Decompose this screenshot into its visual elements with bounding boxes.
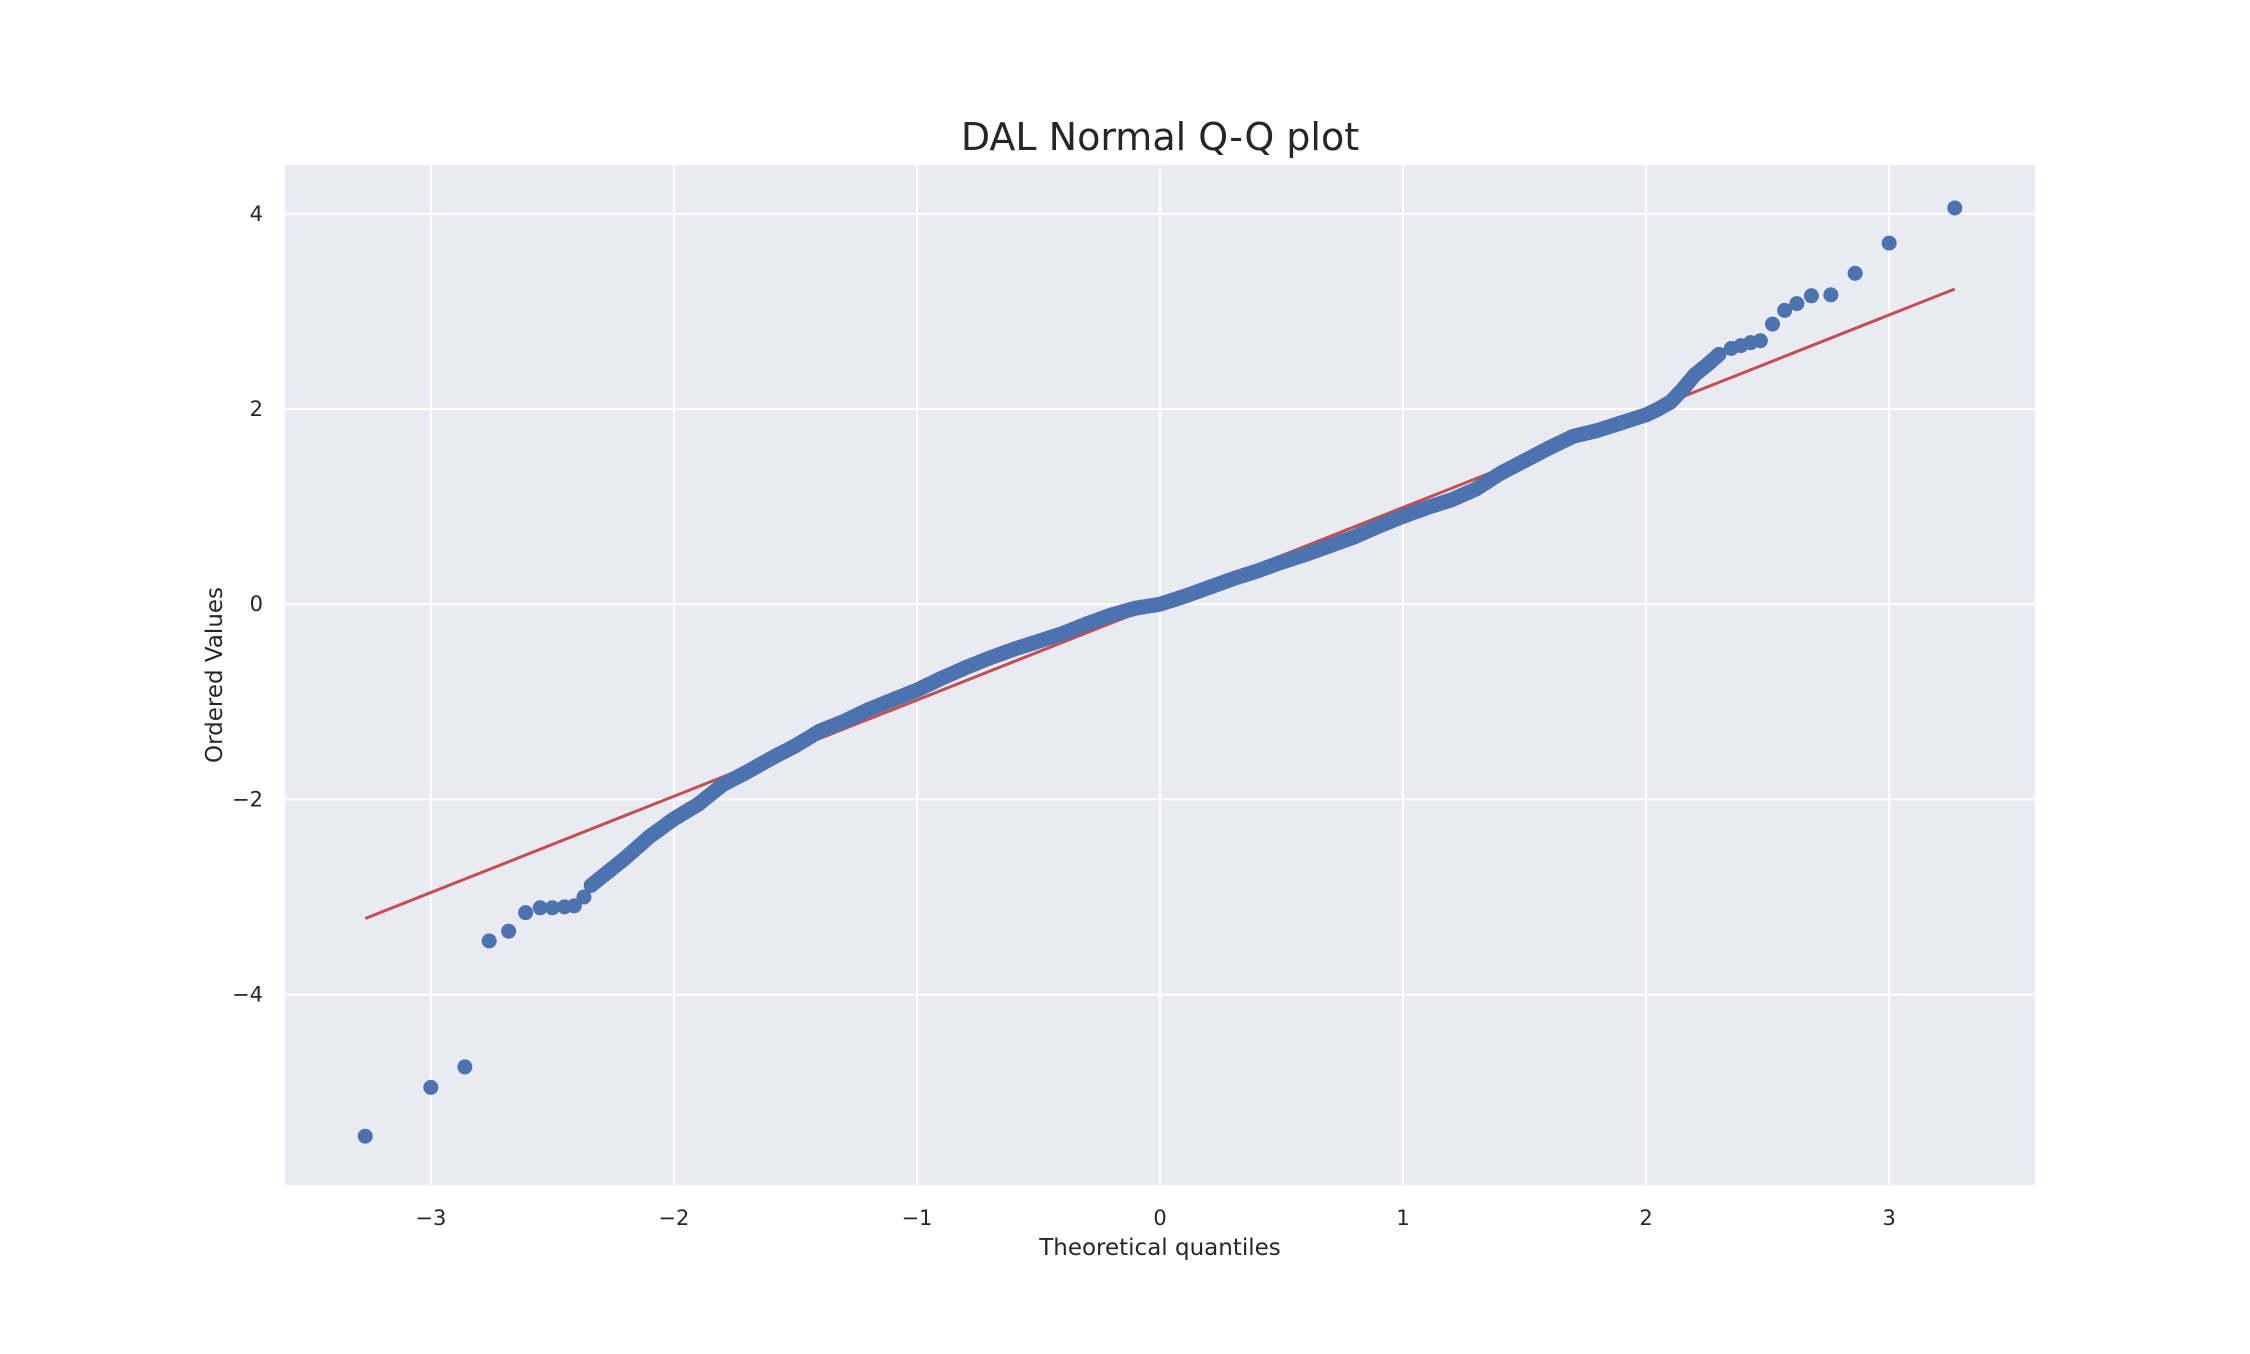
data-point [544, 900, 560, 916]
x-axis-label: Theoretical quantiles [1038, 1235, 1281, 1261]
y-tick-label: 0 [250, 592, 263, 616]
y-axis-label: Ordered Values [202, 587, 228, 763]
data-point [1765, 316, 1780, 332]
data-point [518, 905, 534, 921]
y-tick-label: 2 [250, 397, 263, 421]
data-point [457, 1059, 473, 1075]
data-point [1752, 333, 1768, 349]
data-point [1823, 287, 1839, 303]
x-tick-label: −3 [415, 1206, 446, 1230]
data-point [576, 889, 592, 905]
data-point [1881, 235, 1897, 251]
x-tick-labels: −3 −2 −1 0 1 2 3 [415, 1206, 1896, 1230]
data-point [481, 933, 497, 949]
data-point [1711, 346, 1727, 362]
data-point [1947, 200, 1963, 216]
data-point [423, 1079, 439, 1095]
data-point [1803, 288, 1819, 304]
points-group [357, 200, 1963, 1144]
data-point [532, 900, 548, 916]
y-tick-label: −2 [232, 787, 263, 811]
x-tick-label: 1 [1396, 1206, 1409, 1230]
x-tick-label: 0 [1153, 1206, 1166, 1230]
data-point [566, 898, 582, 914]
y-tick-labels: −4 −2 0 2 4 [232, 202, 263, 1007]
x-tick-label: −1 [901, 1206, 932, 1230]
x-tick-label: −2 [658, 1206, 689, 1230]
y-tick-label: −4 [232, 983, 263, 1007]
data-point [501, 923, 517, 939]
data-point [357, 1128, 373, 1144]
data-point [1847, 265, 1863, 281]
chart-title: DAL Normal Q-Q plot [961, 115, 1359, 159]
y-tick-label: 4 [250, 202, 263, 226]
x-tick-label: 3 [1882, 1206, 1895, 1230]
x-tick-label: 2 [1639, 1206, 1652, 1230]
data-point [1777, 302, 1793, 318]
data-point [1789, 296, 1805, 312]
